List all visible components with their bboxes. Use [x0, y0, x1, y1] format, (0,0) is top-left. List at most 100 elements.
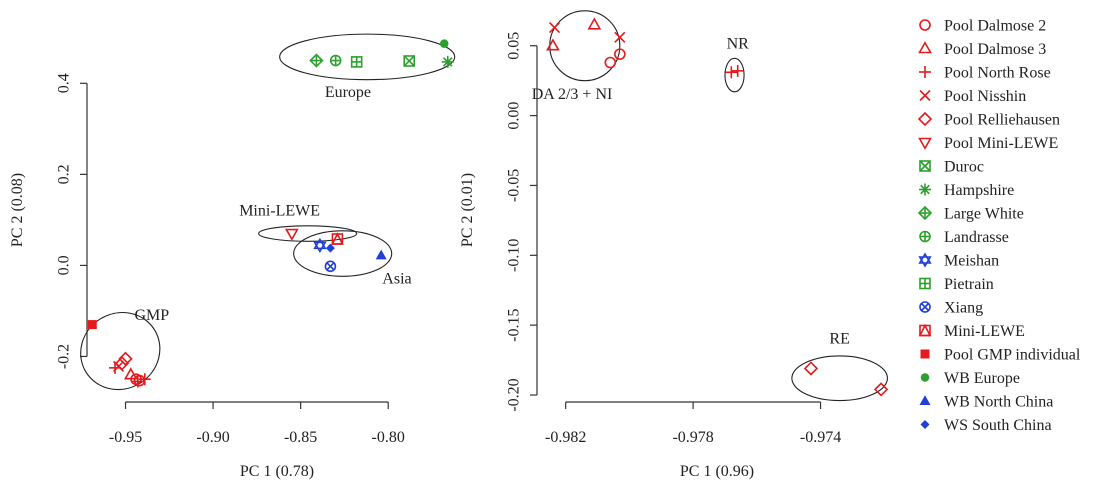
legend-label: Pool Nisshin: [944, 88, 1026, 105]
point-meishan: [313, 237, 327, 253]
legend-marker-star-of-david-icon: [918, 252, 932, 268]
legend-label: WB Europe: [944, 370, 1020, 387]
point-pool-dalmose-3: [587, 17, 602, 30]
left-x-tick-label: -0.95: [109, 429, 142, 446]
legend-marker-triangle-filled-icon: [919, 395, 931, 405]
legend-label: Pool Dalmose 3: [944, 41, 1046, 58]
legend-item-pietrain: Pietrain: [919, 276, 994, 293]
annotation-nr: NR: [727, 36, 750, 53]
point-pool-relliehausen: [873, 382, 889, 397]
annotation-asia: Asia: [382, 271, 411, 288]
right-y-tick-label: 0.05: [506, 32, 523, 60]
legend-marker-circle-filled-icon: [920, 373, 930, 382]
left-cluster-ellipse: [293, 230, 393, 277]
annotation-gmp: GMP: [134, 307, 169, 324]
annotation-da-2-3-ni: DA 2/3 + NI: [532, 86, 613, 103]
point-large-white: [309, 53, 324, 68]
point-pool-north-rose: [725, 66, 738, 79]
legend-marker-diamond-filled-icon: [920, 420, 930, 429]
legend-item-hampshire: Hampshire: [919, 182, 1014, 199]
legend-item-wb-europe: WB Europe: [920, 370, 1020, 387]
right-y-tick-label: -0.15: [506, 308, 523, 341]
point-xiang: [324, 260, 337, 273]
point-pool-relliehausen: [803, 361, 819, 376]
legend-label: Xiang: [944, 300, 983, 317]
legend-marker-circle-cross-icon: [919, 301, 931, 313]
left-x-axis-label: PC 1 (0.78): [240, 463, 314, 480]
right-pca-plot: PC 1 (0.96) PC 2 (0.01) -0.982 -0.978 -0.9…: [459, 10, 889, 480]
legend-marker-diamond-open-icon: [917, 111, 933, 127]
legend-label: Pietrain: [944, 276, 994, 293]
point-pool-dalmose-2: [604, 56, 617, 69]
legend-item-pool-north-rose: Pool North Rose: [919, 65, 1051, 82]
point-pool-north-rose: [138, 373, 151, 386]
legend-item-ws-south-china: WS South China: [920, 417, 1052, 434]
point-wb-north-china: [375, 249, 387, 260]
right-x-tick-label: -0.978: [672, 429, 713, 446]
point-duroc: [403, 55, 416, 67]
legend-label: WS South China: [944, 417, 1052, 434]
legend-marker-square-triangle-icon: [918, 323, 932, 337]
point-pool-north-rose: [131, 375, 144, 388]
legend-label: Pool North Rose: [944, 65, 1051, 82]
point-pool-dalmose-3: [546, 38, 560, 51]
legend-label: Landrasse: [944, 229, 1009, 246]
left-y-axis-label: PC 2 (0.08): [9, 173, 26, 247]
left-y-tick-label: 0.0: [56, 255, 73, 275]
right-cluster-ellipse: [549, 10, 621, 82]
legend-marker-triangle-down-open-icon: [918, 137, 932, 150]
point-landrasse: [329, 54, 342, 67]
legend-label: Hampshire: [944, 182, 1014, 199]
left-pca-plot: PC 1 (0.78) PC 2 (0.08) -0.95 -0.90 -0.85 -…: [9, 33, 456, 480]
point-pool-north-rose: [731, 64, 744, 77]
legend-marker-triangle-open-icon: [918, 41, 932, 54]
legend-item-pool-dalmose-2: Pool Dalmose 2: [919, 18, 1046, 35]
annotation-europe: Europe: [325, 84, 371, 101]
point-mini-lewe: [331, 232, 344, 245]
legend-label: Large White: [944, 206, 1024, 223]
legend-item-pool-mini-lewe: Pool Mini-LEWE: [918, 135, 1058, 152]
legend-item-wb-north-china: WB North China: [919, 394, 1053, 411]
right-y-tick-label: 0.00: [506, 102, 523, 130]
legend-item-meishan: Meishan: [918, 252, 999, 270]
legend-label: Duroc: [944, 159, 984, 176]
legend-marker-square-cross-icon: [919, 160, 931, 172]
legend-label: Pool Relliehausen: [944, 112, 1060, 129]
legend-label: Pool GMP individual: [944, 347, 1081, 364]
legend-item-pool-gmp-individual: Pool GMP individual: [920, 347, 1081, 364]
point-pool-mini-lewe: [285, 228, 299, 241]
legend-marker-diamond-plus-icon: [917, 205, 933, 221]
legend-item-pool-relliehausen: Pool Relliehausen: [917, 111, 1060, 129]
left-x-tick-label: -0.85: [284, 429, 317, 446]
left-x-tick-label: -0.80: [372, 429, 405, 446]
left-cluster-ellipse: [258, 225, 358, 242]
legend-marker-circle-open-icon: [919, 19, 931, 31]
legend-item-duroc: Duroc: [919, 159, 984, 176]
right-cluster-ellipse: [724, 57, 745, 93]
right-x-tick-label: -0.982: [545, 429, 586, 446]
right-y-tick-label: -0.20: [506, 378, 523, 411]
legend-item-mini-lewe: Mini-LEWE: [918, 323, 1025, 340]
left-y-tick-label: 0.4: [56, 73, 73, 93]
point-wb-europe: [439, 39, 449, 48]
legend-label: WB North China: [944, 394, 1053, 411]
legend-marker-square-plus-icon: [919, 277, 931, 290]
legend-item-xiang: Xiang: [919, 300, 983, 317]
legend-label: Pool Mini-LEWE: [944, 135, 1058, 152]
annotation-re: RE: [829, 330, 849, 347]
legend: Pool Dalmose 2 Pool Dalmose 3 Pool North R…: [917, 18, 1081, 434]
legend-item-pool-dalmose-3: Pool Dalmose 3: [918, 41, 1046, 58]
legend-label: Meishan: [944, 253, 999, 270]
right-cluster-ellipse: [791, 355, 888, 402]
left-cluster-ellipse: [279, 33, 456, 81]
legend-marker-cross-icon: [919, 89, 931, 102]
legend-label: Pool Dalmose 2: [944, 18, 1046, 35]
point-ws-south-china: [325, 243, 335, 253]
right-y-tick-label: -0.05: [506, 169, 523, 202]
point-hampshire: [441, 55, 454, 68]
point-pool-dalmose-2: [614, 48, 626, 60]
point-pool-nisshin: [614, 31, 626, 43]
legend-item-landrasse: Landrasse: [919, 229, 1009, 246]
legend-item-pool-nisshin: Pool Nisshin: [919, 88, 1026, 105]
